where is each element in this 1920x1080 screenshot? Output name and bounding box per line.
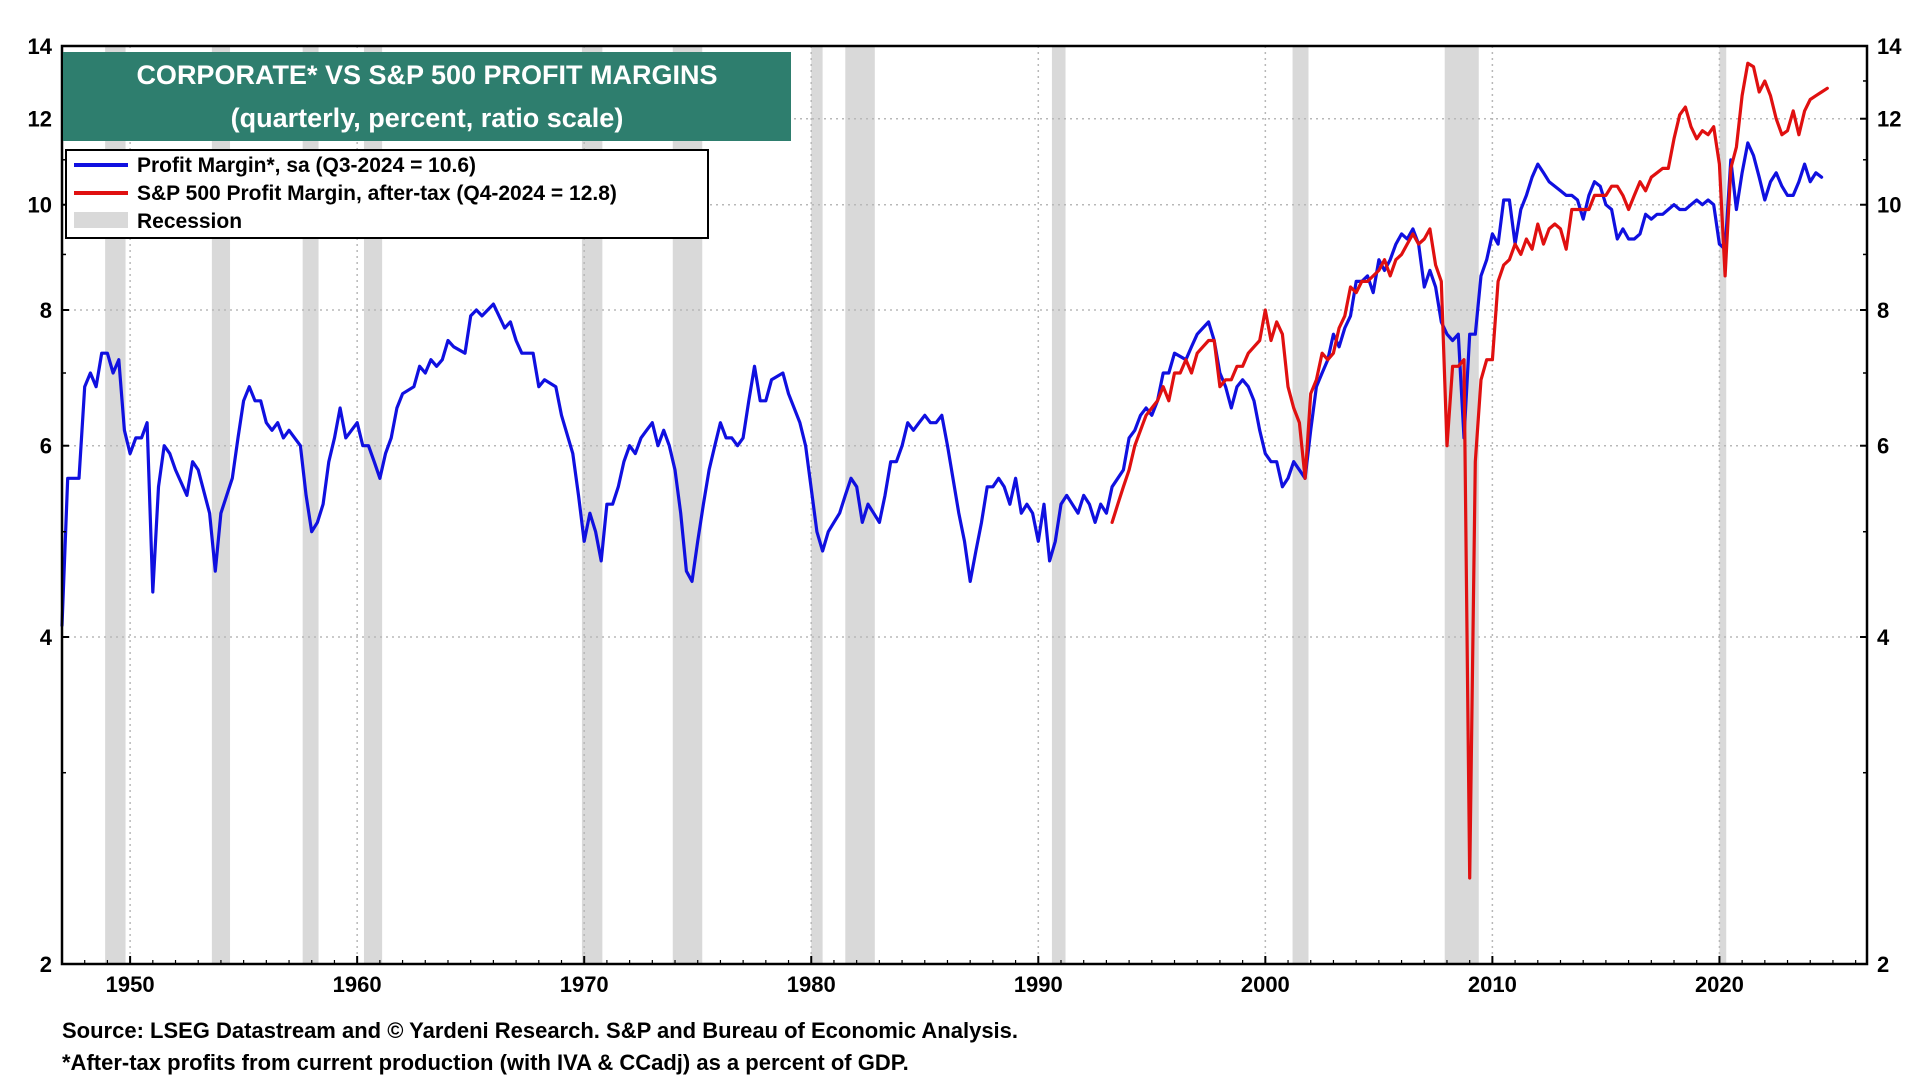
y-tick-label-right: 12: [1877, 107, 1901, 132]
legend-swatch-recession: [74, 212, 128, 228]
legend: Profit Margin*, sa (Q3-2024 = 10.6) S&P …: [65, 149, 709, 239]
recession-band: [105, 46, 126, 964]
y-tick-label-right: 2: [1877, 952, 1889, 977]
x-tick-label: 2020: [1695, 972, 1744, 997]
x-tick-label: 1950: [106, 972, 155, 997]
legend-frame: [65, 149, 709, 239]
y-tick-label-left: 12: [28, 107, 52, 132]
recession-band: [581, 46, 603, 964]
x-tick-label: 1970: [560, 972, 609, 997]
y-tick-label-right: 4: [1877, 625, 1890, 650]
recession-band: [1444, 46, 1479, 964]
title-background: [63, 52, 791, 141]
definition-note: *After-tax profits from current producti…: [62, 1050, 909, 1075]
legend-label-sp500: S&P 500 Profit Margin, after-tax (Q4-202…: [137, 182, 617, 205]
recession-band: [1719, 46, 1727, 964]
y-tick-label-left: 2: [40, 952, 52, 977]
recession-band: [363, 46, 383, 964]
y-tick-label-left: 6: [40, 434, 52, 459]
y-tick-label-left: 8: [40, 298, 52, 323]
y-tick-label-left: 4: [40, 625, 53, 650]
series-lines: [60, 61, 1829, 880]
x-tick-label: 2000: [1241, 972, 1290, 997]
y-tick-label-right: 6: [1877, 434, 1889, 459]
plot-frame: [60, 44, 1869, 966]
sp500-margin-series-line: [1110, 61, 1829, 880]
chart-subtitle: (quarterly, percent, ratio scale): [231, 103, 624, 133]
y-tick-label-left: 10: [28, 193, 52, 218]
y-tick-label-left: 14: [28, 34, 53, 59]
x-tick-label: 1990: [1014, 972, 1063, 997]
recession-band: [302, 46, 319, 964]
recession-band: [211, 46, 231, 964]
legend-label-recession: Recession: [137, 210, 242, 233]
profit-margin-series-line: [60, 141, 1824, 627]
y-tick-label-right: 8: [1877, 298, 1889, 323]
x-tick-label: 1960: [333, 972, 382, 997]
source-note: Source: LSEG Datastream and © Yardeni Re…: [62, 1018, 1019, 1043]
x-tick-label: 1980: [787, 972, 836, 997]
y-tick-label-right: 10: [1877, 193, 1901, 218]
title-box: CORPORATE* VS S&P 500 PROFIT MARGINS (qu…: [63, 52, 791, 141]
y-tick-label-right: 14: [1877, 34, 1902, 59]
chart-title: CORPORATE* VS S&P 500 PROFIT MARGINS: [136, 60, 717, 90]
recession-band: [1292, 46, 1309, 964]
legend-label-profit-margin: Profit Margin*, sa (Q3-2024 = 10.6): [137, 154, 476, 177]
axes: 2 2 4 4 6 6 8 8 10 10 12 12 14 14 1950 1960 1970 1980 1990…: [28, 34, 1903, 997]
recession-band: [811, 46, 823, 964]
x-tick-label: 2010: [1468, 972, 1517, 997]
recession-band: [1051, 46, 1066, 964]
